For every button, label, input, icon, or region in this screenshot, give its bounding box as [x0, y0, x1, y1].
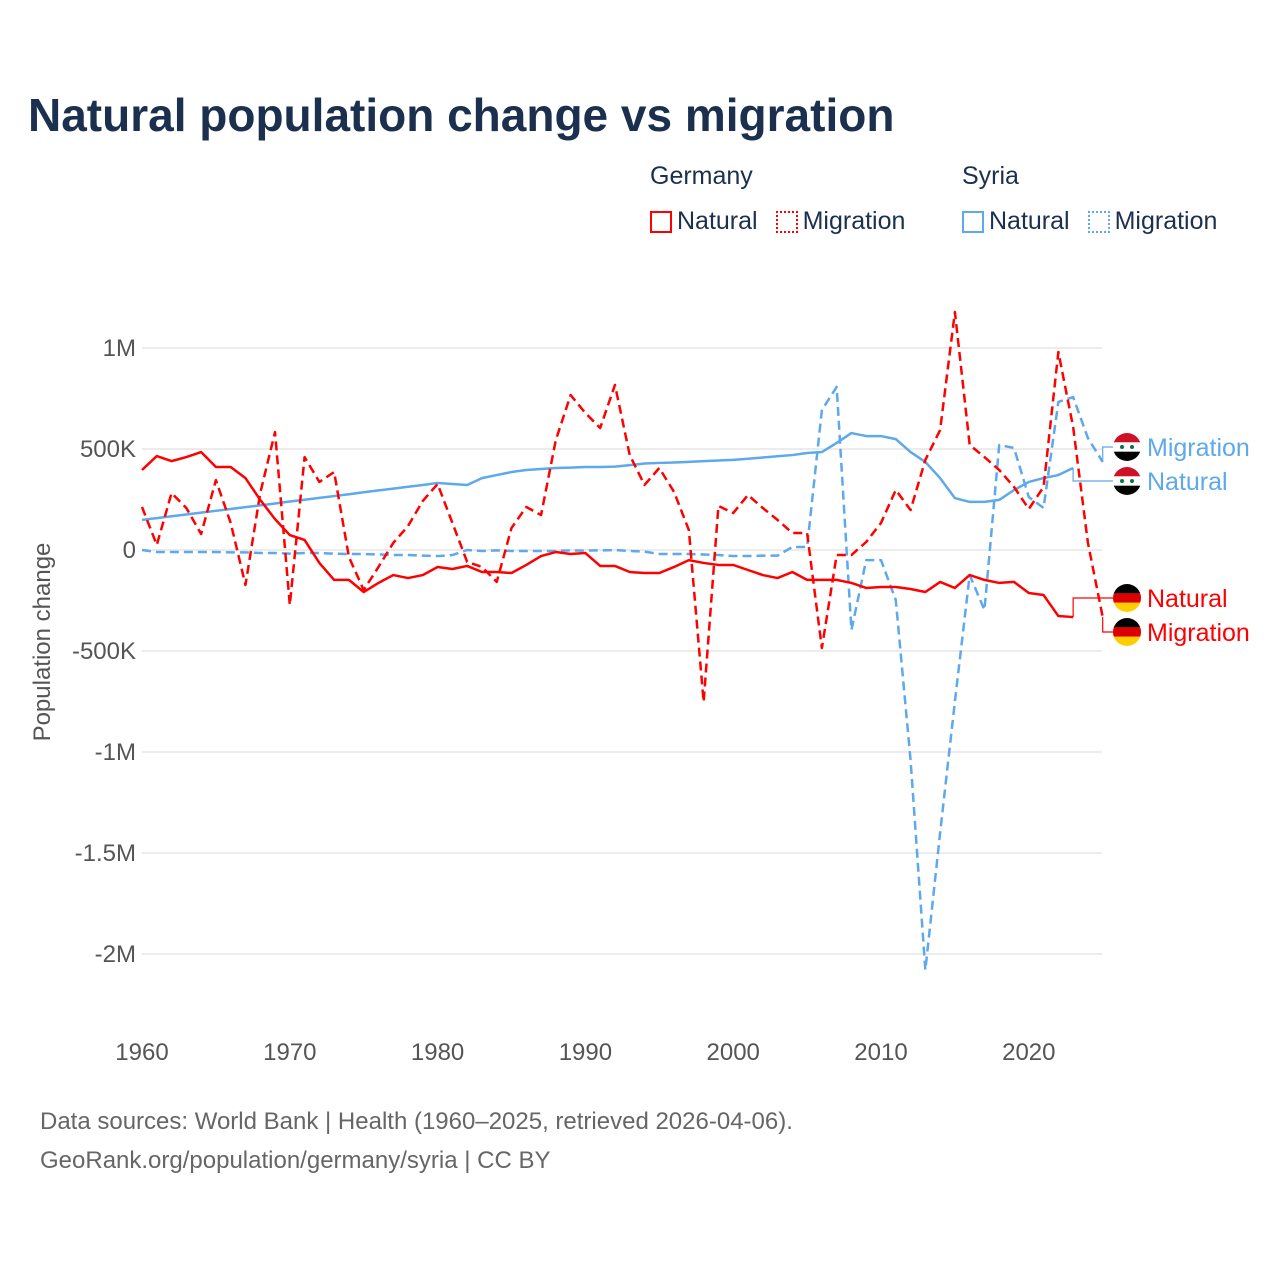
- y-axis-label: Population change: [29, 543, 56, 742]
- footer-sources: Data sources: World Bank | Health (1960–…: [40, 1108, 793, 1135]
- x-tick-label: 2010: [854, 1039, 907, 1066]
- y-tick-label: 1M: [103, 335, 136, 362]
- series-line: [140, 310, 1104, 704]
- series-germany-migration: [140, 310, 1104, 704]
- syria-flag-icon: [1113, 467, 1141, 495]
- end-labels: Migration Natural Natural Migration: [1072, 433, 1250, 647]
- x-axis-ticks: 1960 1970 1980 1990 2000 2010 2020: [115, 1039, 1055, 1066]
- x-tick-label: 1980: [411, 1039, 464, 1066]
- y-tick-label: -500K: [72, 638, 136, 665]
- series-germany-natural: [141, 450, 1074, 619]
- series-line: [141, 385, 1104, 972]
- legend-label: Migration: [1114, 207, 1218, 235]
- label-connector: [1102, 617, 1113, 633]
- gridlines: [142, 347, 1102, 955]
- legend-group-germany: Germany Natural Migration: [650, 162, 905, 236]
- series-syria-migration: [141, 385, 1104, 972]
- x-tick-label: 1970: [263, 1039, 316, 1066]
- legend-item-syria-migration[interactable]: Migration: [1087, 207, 1218, 236]
- solid-line-swatch-icon: [962, 210, 984, 233]
- end-label: Migration: [1147, 619, 1250, 647]
- x-tick-label: 1990: [559, 1039, 612, 1066]
- germany-flag-icon: [1113, 584, 1141, 612]
- series-syria-natural: [141, 431, 1074, 522]
- label-connector: [1072, 597, 1113, 618]
- legend-group-syria: Syria Natural Migration: [962, 162, 1217, 236]
- legend-label: Natural: [989, 207, 1070, 235]
- syria-flag-icon: [1113, 433, 1141, 461]
- x-tick-label: 2000: [707, 1039, 760, 1066]
- germany-flag-icon: [1113, 618, 1141, 646]
- x-tick-label: 1960: [115, 1039, 168, 1066]
- end-label: Natural: [1147, 468, 1228, 496]
- series-line: [141, 450, 1074, 619]
- y-axis-ticks: 1M 500K 0 -500K -1M -1.5M -2M: [72, 335, 136, 968]
- dashed-line-swatch-icon: [775, 210, 798, 233]
- series-line: [141, 431, 1074, 522]
- solid-line-swatch-icon: [650, 210, 672, 233]
- chart-title: Natural population change vs migration: [28, 89, 895, 141]
- y-tick-label: -1.5M: [75, 840, 136, 867]
- y-tick-label: -2M: [95, 941, 136, 968]
- legend-group-title: Germany: [650, 162, 753, 190]
- legend-label: Natural: [677, 207, 758, 235]
- footer-link[interactable]: GeoRank.org/population/germany/syria | C…: [40, 1147, 551, 1174]
- legend-label: Migration: [802, 207, 906, 235]
- series-lines: [140, 310, 1104, 972]
- label-connector: [1072, 467, 1113, 482]
- x-tick-label: 2020: [1002, 1039, 1055, 1066]
- end-label: Migration: [1147, 434, 1250, 462]
- legend-group-title: Syria: [962, 162, 1019, 190]
- y-tick-label: -1M: [95, 739, 136, 766]
- end-label: Natural: [1147, 585, 1228, 613]
- legend-item-germany-natural[interactable]: Natural: [650, 207, 758, 236]
- y-tick-label: 500K: [80, 436, 136, 463]
- legend-item-syria-natural[interactable]: Natural: [962, 207, 1070, 236]
- y-tick-label: 0: [123, 537, 136, 564]
- label-connector: [1102, 446, 1113, 462]
- legend-item-germany-migration[interactable]: Migration: [775, 207, 906, 236]
- dashed-line-swatch-icon: [1087, 210, 1110, 233]
